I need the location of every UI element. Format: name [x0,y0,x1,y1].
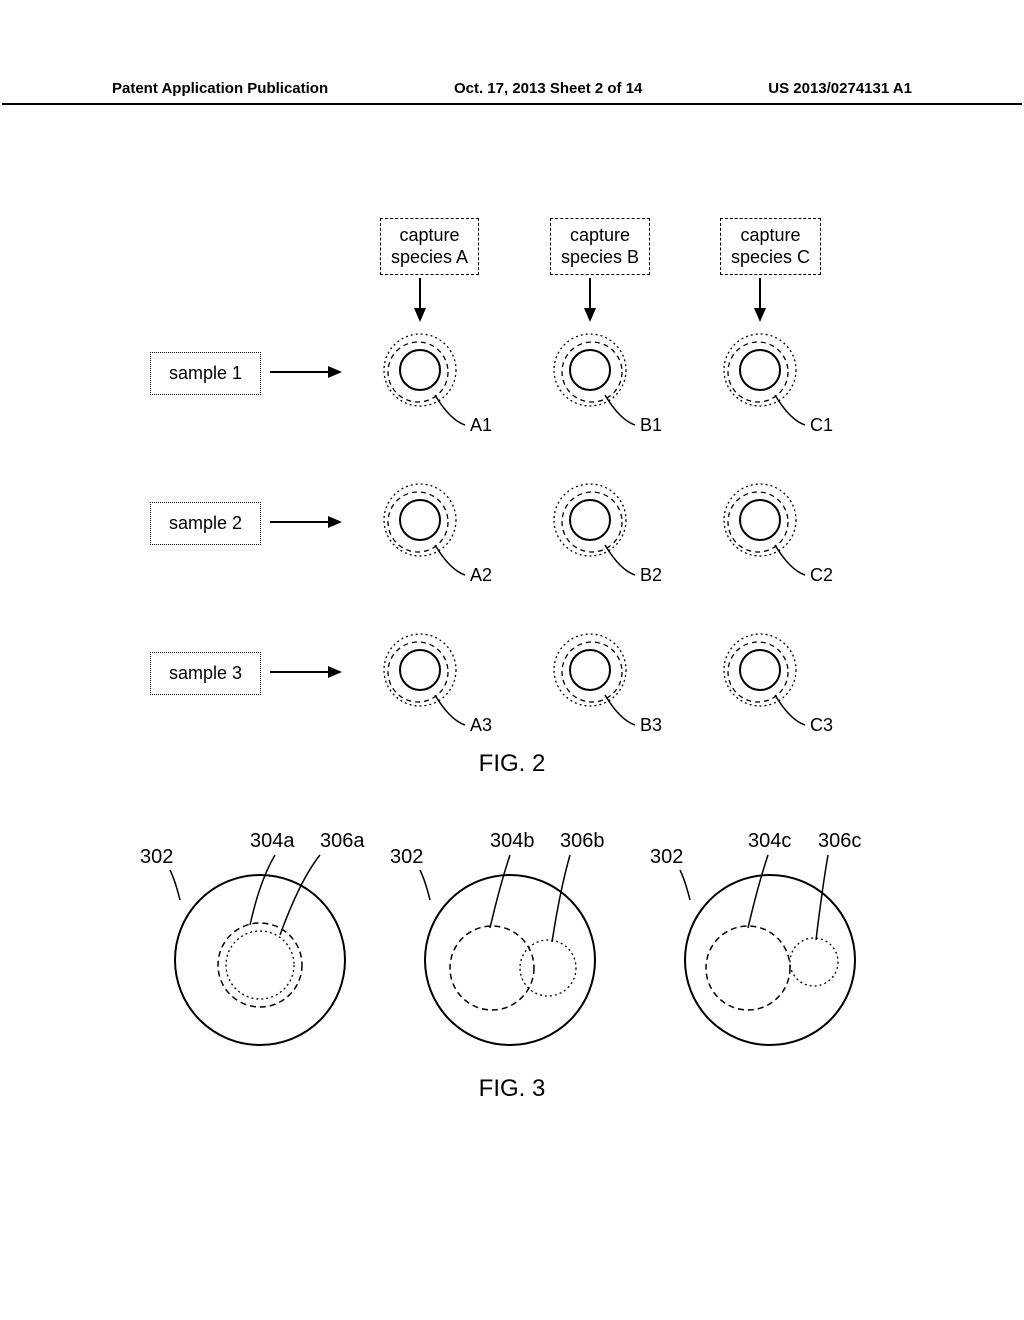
label-306a: 306a [320,830,365,853]
fig3-group-c [680,855,855,1045]
label-304a: 304a [250,830,295,853]
label-306b: 306b [560,830,605,853]
fig3-svg [0,0,1024,1320]
fig3-group-a [170,855,345,1045]
label-304c: 304c [748,830,791,853]
fig3-caption: FIG. 3 [0,1075,1024,1103]
label-304b: 304b [490,830,535,853]
label-302-b: 302 [390,846,423,869]
label-302-c: 302 [650,846,683,869]
label-306c: 306c [818,830,861,853]
label-302-a: 302 [140,846,173,869]
fig3-group-b [420,855,595,1045]
